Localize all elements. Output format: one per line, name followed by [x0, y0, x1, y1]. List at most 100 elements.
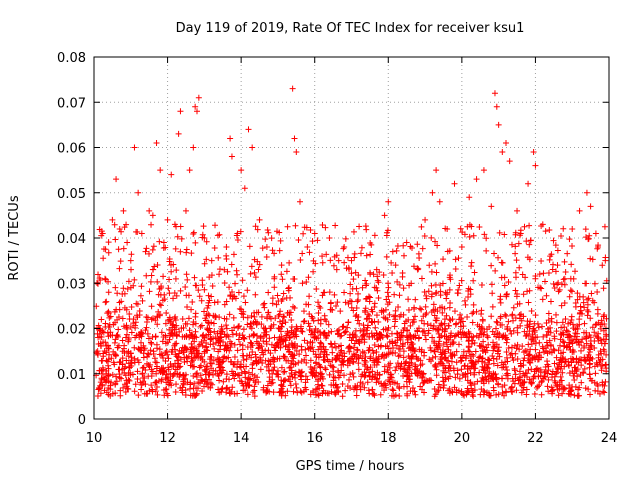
- x-axis-label: GPS time / hours: [296, 459, 405, 474]
- mid-point: [432, 290, 439, 297]
- mid-point: [105, 239, 112, 246]
- mid-point: [256, 261, 263, 268]
- mid-point: [233, 330, 240, 337]
- background-point: [97, 390, 104, 397]
- x-tick-label: 18: [380, 431, 397, 446]
- y-tick-label: 0.07: [57, 96, 86, 111]
- mid-point: [172, 313, 179, 320]
- mid-point: [279, 276, 286, 283]
- mid-point: [299, 250, 306, 257]
- background-point: [588, 343, 595, 350]
- mid-point: [505, 318, 512, 325]
- mid-point: [227, 292, 234, 299]
- background-point: [355, 366, 362, 373]
- background-point: [259, 359, 266, 366]
- background-point: [463, 391, 470, 398]
- mid-point: [191, 333, 198, 340]
- mid-point: [567, 275, 574, 282]
- background-point: [586, 371, 593, 378]
- background-point: [128, 363, 135, 370]
- mid-point: [362, 277, 369, 284]
- background-point: [346, 356, 353, 363]
- background-point: [332, 391, 339, 398]
- background-point: [291, 341, 298, 348]
- mid-point: [401, 320, 408, 327]
- background-point: [205, 371, 212, 378]
- background-point: [514, 341, 521, 348]
- background-point: [201, 308, 208, 315]
- background-point: [153, 370, 160, 377]
- mid-point: [310, 268, 317, 275]
- mid-point: [259, 245, 266, 252]
- data-point: [499, 149, 506, 156]
- mid-point: [419, 245, 426, 252]
- background-point: [237, 341, 244, 348]
- background-point: [490, 360, 497, 367]
- mid-point: [470, 277, 477, 284]
- background-point: [458, 357, 465, 364]
- background-point: [241, 335, 248, 342]
- mid-point: [121, 304, 128, 311]
- background-point: [327, 340, 334, 347]
- data-point: [311, 230, 318, 237]
- background-point: [601, 389, 608, 396]
- background-point: [567, 388, 574, 395]
- mid-point: [443, 295, 450, 302]
- mid-point: [529, 331, 536, 338]
- background-point: [488, 372, 495, 379]
- mid-point: [394, 243, 401, 250]
- mid-point: [432, 260, 439, 267]
- data-point: [153, 139, 160, 146]
- mid-point: [292, 331, 299, 338]
- background-point: [465, 338, 472, 345]
- mid-point: [526, 287, 533, 294]
- mid-point: [316, 329, 323, 336]
- background-point: [381, 387, 388, 394]
- mid-point: [396, 292, 403, 299]
- background-point: [578, 379, 585, 386]
- background-point: [575, 359, 582, 366]
- mid-point: [116, 306, 123, 313]
- mid-point: [316, 303, 323, 310]
- mid-point: [201, 260, 208, 267]
- background-point: [394, 360, 401, 367]
- mid-point: [428, 293, 435, 300]
- mid-point: [458, 334, 465, 341]
- mid-point: [111, 221, 118, 228]
- background-point: [457, 311, 464, 318]
- background-point: [335, 343, 342, 350]
- background-point: [220, 378, 227, 385]
- mid-point: [265, 309, 272, 316]
- background-point: [223, 345, 230, 352]
- background-point: [373, 312, 380, 319]
- mid-point: [478, 281, 485, 288]
- background-point: [477, 326, 484, 333]
- background-point: [566, 293, 573, 300]
- mid-point: [196, 293, 203, 300]
- background-point: [544, 358, 551, 365]
- data-point: [594, 244, 601, 251]
- mid-point: [489, 303, 496, 310]
- background-point: [170, 362, 177, 369]
- mid-point: [394, 278, 401, 285]
- background-point: [401, 364, 408, 371]
- background-point: [547, 298, 554, 305]
- background-point: [243, 363, 250, 370]
- background-point: [107, 382, 114, 389]
- background-point: [252, 351, 259, 358]
- background-point: [270, 354, 277, 361]
- background-point: [542, 373, 549, 380]
- background-point: [187, 346, 194, 353]
- background-point: [545, 363, 552, 370]
- mid-point: [276, 247, 283, 254]
- background-point: [470, 352, 477, 359]
- data-point: [495, 121, 502, 128]
- mid-point: [353, 312, 360, 319]
- mid-point: [547, 329, 554, 336]
- background-point: [158, 378, 165, 385]
- data-point: [392, 262, 399, 269]
- background-point: [402, 360, 409, 367]
- mid-point: [448, 330, 455, 337]
- background-point: [302, 384, 309, 391]
- background-point: [440, 367, 447, 374]
